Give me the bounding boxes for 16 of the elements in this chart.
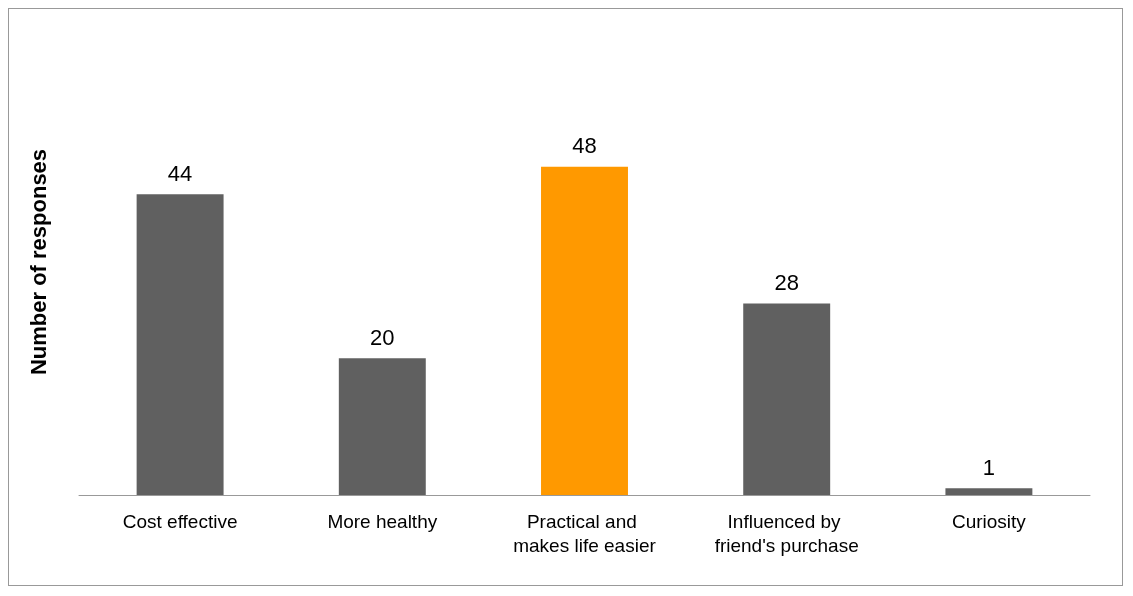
x-tick-label: Practical and makes life easier: [513, 510, 657, 556]
x-tick-label: More healthy: [327, 510, 438, 532]
data-label: 20: [370, 324, 395, 350]
x-tick-label: Influenced by friend's purchase: [714, 510, 859, 556]
bar: [945, 488, 1033, 495]
data-label: 1: [982, 454, 996, 480]
bar: [743, 303, 831, 495]
data-label: 44: [167, 160, 193, 186]
x-tick-label: Cost effective: [122, 510, 238, 532]
bar: [541, 166, 628, 495]
bar: [136, 194, 224, 495]
x-tick-label: Curiosity: [951, 510, 1027, 532]
bar: [338, 358, 426, 495]
y-axis-title: Number of responses: [25, 148, 51, 376]
data-label: 28: [774, 270, 799, 296]
data-label: 48: [572, 133, 597, 159]
